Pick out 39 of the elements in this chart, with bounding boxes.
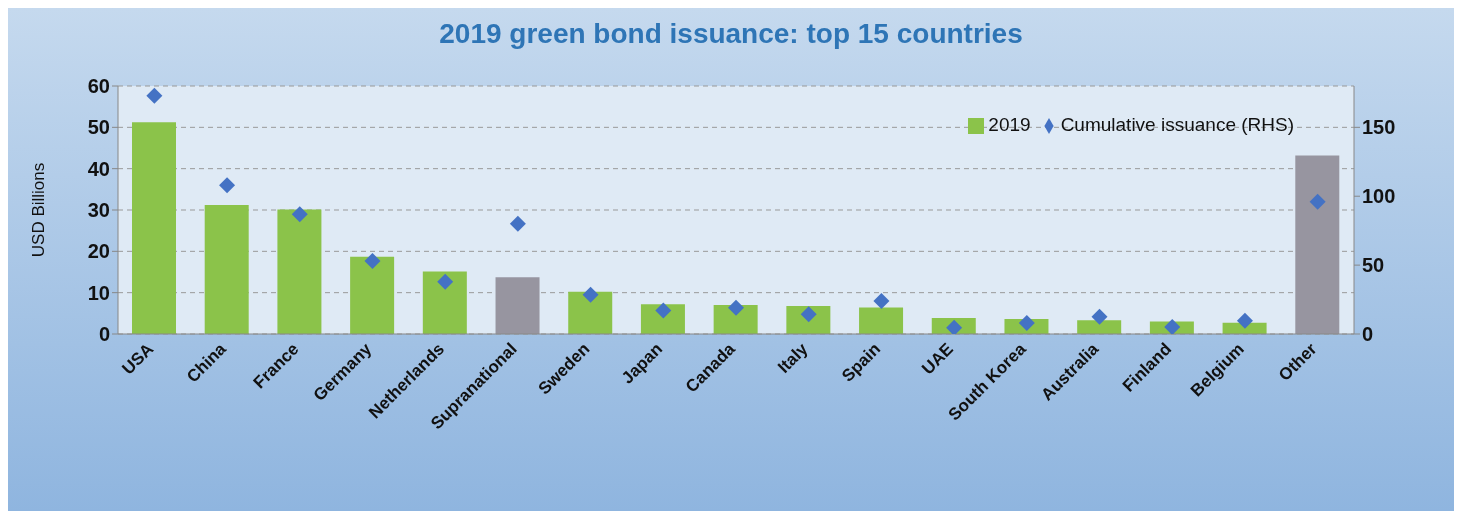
bar xyxy=(859,307,904,334)
y2-tick-label: 100 xyxy=(1362,185,1396,208)
bar xyxy=(422,271,467,334)
point xyxy=(291,206,308,223)
bar xyxy=(1077,320,1122,334)
y-tick-label: 0 xyxy=(98,323,110,346)
point xyxy=(946,319,963,334)
point xyxy=(146,87,163,104)
legend-label: Cumulative issuance (RHS) xyxy=(1060,114,1294,135)
point xyxy=(1091,308,1108,325)
y-tick-label: 60 xyxy=(87,75,110,98)
chart-title: 2019 green bond issuance: top 15 countries xyxy=(438,17,1024,51)
point xyxy=(509,215,526,232)
bar xyxy=(204,205,249,334)
y-axis-title: USD Billions xyxy=(29,162,49,258)
point xyxy=(364,252,381,269)
point xyxy=(1018,314,1035,331)
point xyxy=(1164,319,1181,334)
y2-tick-label: 0 xyxy=(1362,323,1374,346)
point xyxy=(582,286,599,303)
bar xyxy=(132,122,176,334)
bar xyxy=(1295,155,1340,334)
point xyxy=(873,292,890,309)
point xyxy=(437,273,454,290)
y2-tick-label: 150 xyxy=(1362,116,1396,139)
point xyxy=(219,177,236,194)
y-tick-label: 20 xyxy=(87,240,110,263)
point xyxy=(1309,193,1326,210)
bar xyxy=(568,291,613,334)
y-tick-label: 30 xyxy=(87,199,110,222)
point xyxy=(728,299,744,316)
y-tick-label: 40 xyxy=(87,157,110,180)
legend-label: 2019 xyxy=(988,114,1031,135)
y2-tick-label: 50 xyxy=(1362,254,1385,277)
bar xyxy=(277,209,322,334)
point xyxy=(1236,312,1253,329)
bar xyxy=(350,256,395,334)
y-tick-label: 10 xyxy=(87,281,110,304)
y-tick-label: 50 xyxy=(87,116,110,139)
